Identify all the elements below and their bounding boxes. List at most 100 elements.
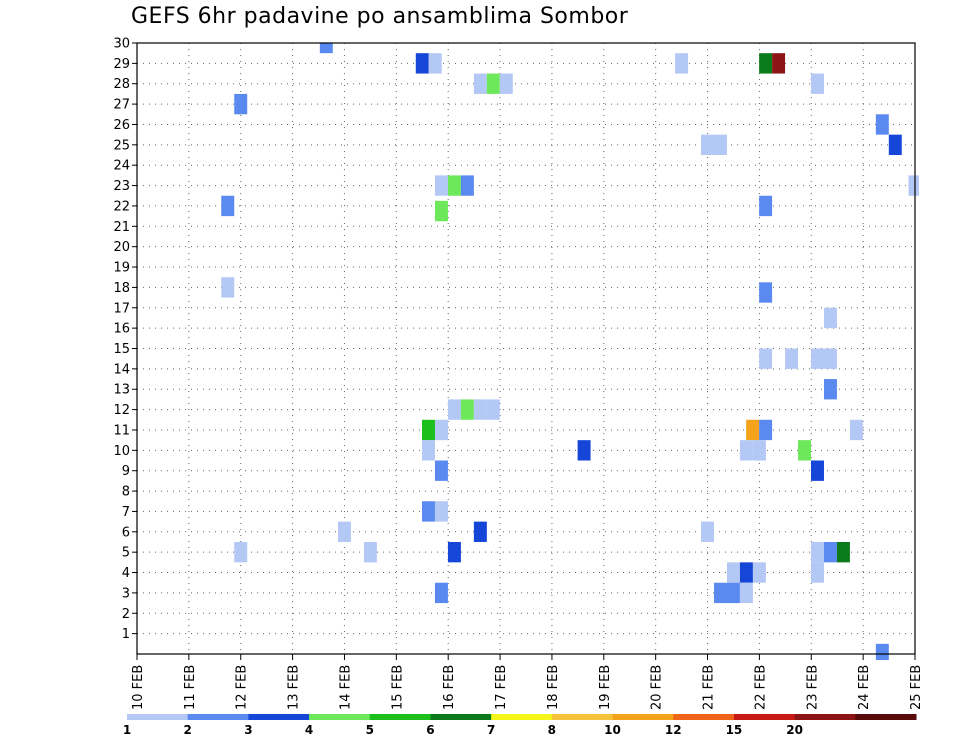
x-tick-label: 24 FEB	[857, 665, 872, 710]
heatmap-cell	[319, 43, 333, 54]
heatmap-cell	[675, 53, 689, 74]
x-tick-label: 20 FEB	[650, 665, 665, 710]
y-tick-label: 7	[122, 505, 130, 520]
heatmap-cell	[811, 348, 824, 369]
y-tick-label: 28	[113, 77, 130, 92]
heatmap-cell	[428, 53, 442, 74]
heatmap-cell	[739, 440, 753, 461]
colorbar-swatch	[491, 714, 553, 720]
heatmap-cell	[746, 419, 760, 441]
y-tick-label: 16	[113, 322, 130, 337]
x-tick-label: 13 FEB	[287, 665, 302, 710]
heatmap-cell	[221, 195, 235, 217]
x-tick-label: 11 FEB	[183, 665, 198, 710]
heatmap-cell	[422, 501, 435, 522]
heatmap-cell	[739, 562, 753, 583]
heatmap-cell	[447, 399, 461, 420]
heatmap-cell	[811, 460, 824, 481]
y-tick-label: 30	[113, 37, 130, 52]
heatmap-cell	[726, 562, 740, 583]
heatmap-cells	[221, 43, 919, 660]
y-tick-label: 2	[122, 607, 130, 622]
colorbar-label: 5	[366, 723, 374, 737]
x-tick-label: 16 FEB	[442, 665, 457, 710]
x-tick-label: 18 FEB	[546, 665, 561, 710]
y-tick-label: 12	[113, 403, 130, 418]
heatmap-cell	[434, 175, 448, 196]
colorbar-swatch	[612, 714, 674, 720]
colorbar-swatch	[127, 714, 189, 720]
y-tick-label: 13	[113, 383, 130, 398]
heatmap-cell	[363, 541, 377, 563]
heatmap-cell	[823, 348, 837, 369]
heatmap-cell	[759, 282, 773, 303]
heatmap-cell	[221, 277, 235, 298]
heatmap-cell	[234, 541, 248, 563]
heatmap-cell	[739, 582, 753, 604]
colorbar-swatch	[551, 714, 614, 720]
heatmap-cell	[701, 134, 715, 156]
x-tick-label: 12 FEB	[235, 665, 250, 710]
heatmap-cell	[422, 440, 435, 461]
heatmap-cell	[908, 175, 919, 196]
colorbar-label: 12	[665, 723, 682, 737]
x-tick-label: 22 FEB	[753, 665, 768, 710]
colorbar-label: 1	[123, 723, 131, 737]
heatmap-cell	[811, 562, 824, 583]
x-tick-label: 17 FEB	[494, 665, 509, 710]
heatmap-cell	[849, 419, 863, 441]
heatmap-cell	[499, 73, 513, 94]
heatmap-cell	[486, 399, 500, 420]
y-tick-label: 23	[113, 179, 130, 194]
colorbar-swatch	[248, 714, 310, 720]
heatmap-cell	[785, 348, 799, 369]
heatmap-cell	[447, 541, 461, 563]
heatmap-cell	[473, 521, 487, 542]
y-tick-label: 1	[122, 627, 130, 642]
heatmap-cell	[759, 195, 773, 217]
colorbar-label: 3	[244, 723, 252, 737]
y-tick-label: 29	[113, 57, 130, 72]
colorbar-label: 7	[487, 723, 495, 737]
heatmap-cell	[434, 582, 448, 604]
x-tick-label: 25 FEB	[909, 665, 924, 710]
colorbar-label: 8	[548, 723, 556, 737]
y-tick-label: 22	[113, 199, 130, 214]
heatmap-cell	[726, 582, 740, 604]
heatmap-cell	[759, 53, 773, 74]
colorbar-swatch	[673, 714, 735, 720]
y-tick-label: 6	[122, 525, 130, 540]
heatmap-cell	[447, 175, 461, 196]
grid-lines	[137, 43, 915, 654]
heatmap-cell	[701, 521, 715, 542]
heatmap-cell	[577, 440, 591, 461]
heatmap-cell	[798, 440, 812, 461]
heatmap-cell	[473, 399, 487, 420]
y-tick-label: 10	[113, 444, 130, 459]
heatmap-cell	[836, 541, 850, 563]
y-tick-label: 8	[122, 485, 130, 500]
heatmap-cell	[422, 419, 435, 441]
heatmap-cell	[823, 379, 837, 400]
heatmap-cell	[811, 73, 824, 94]
heatmap-cell	[752, 562, 766, 583]
x-tick-label: 15 FEB	[390, 665, 405, 710]
colorbar-swatch	[794, 714, 856, 720]
x-tick-label: 10 FEB	[131, 665, 146, 710]
y-tick-label: 9	[122, 464, 130, 479]
y-tick-label: 17	[113, 301, 130, 316]
heatmap-cell	[460, 399, 474, 420]
heatmap-cell	[772, 53, 786, 74]
x-tick-label: 19 FEB	[598, 665, 613, 710]
heatmap-cell	[434, 460, 448, 481]
colorbar-label: 2	[184, 723, 192, 737]
heatmap-cell	[888, 134, 902, 156]
plot-frame	[136, 42, 916, 655]
heatmap-cell	[875, 114, 889, 135]
heatmap-cell	[714, 134, 727, 156]
y-tick-label: 19	[113, 261, 130, 276]
colorbar-swatch	[187, 714, 249, 720]
y-tick-label: 25	[113, 138, 130, 153]
heatmap-cell	[434, 419, 448, 441]
